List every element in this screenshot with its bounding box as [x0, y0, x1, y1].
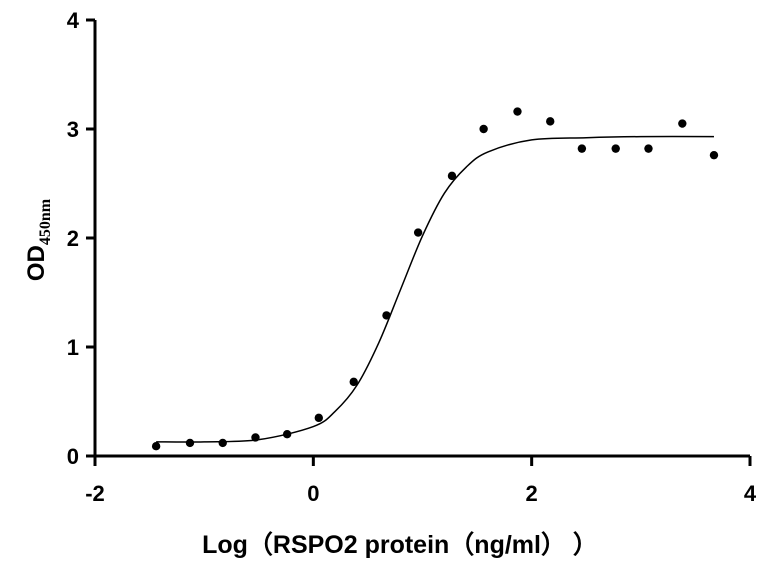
data-point	[185, 438, 195, 448]
data-point	[349, 377, 358, 387]
data-point	[577, 144, 587, 153]
data-point	[382, 311, 391, 320]
y-axis-label-group: OD 450nm	[23, 198, 54, 281]
y-tick-label: 3	[67, 117, 79, 142]
data-point	[282, 430, 292, 439]
y-axis-label: OD	[23, 245, 50, 281]
fit-curve	[156, 135, 714, 443]
x-tick-label: -2	[85, 481, 105, 506]
data-point	[678, 119, 687, 128]
data-point	[314, 413, 323, 423]
x-tick-label: 0	[307, 481, 319, 506]
x-tick-label: 4	[744, 481, 757, 506]
x-tick-label: 2	[526, 481, 538, 506]
data-point	[546, 117, 555, 126]
data-point	[709, 150, 719, 160]
y-tick-label: 4	[67, 8, 80, 33]
data-point	[218, 438, 227, 448]
data-point	[644, 144, 653, 153]
data-point	[251, 433, 260, 442]
data-point	[413, 228, 423, 237]
data-point	[611, 144, 620, 153]
x-axis-label: Log（RSPO2 protein（ng/ml） ）	[202, 530, 598, 559]
y-axis-label-subscript: 450nm	[37, 198, 54, 245]
y-tick-label: 0	[67, 444, 79, 469]
y-tick-label: 1	[67, 335, 79, 360]
data-point	[151, 441, 161, 451]
y-tick-label: 2	[67, 226, 79, 251]
data-point	[479, 124, 488, 134]
data-point	[447, 171, 457, 181]
data-point	[513, 107, 522, 116]
